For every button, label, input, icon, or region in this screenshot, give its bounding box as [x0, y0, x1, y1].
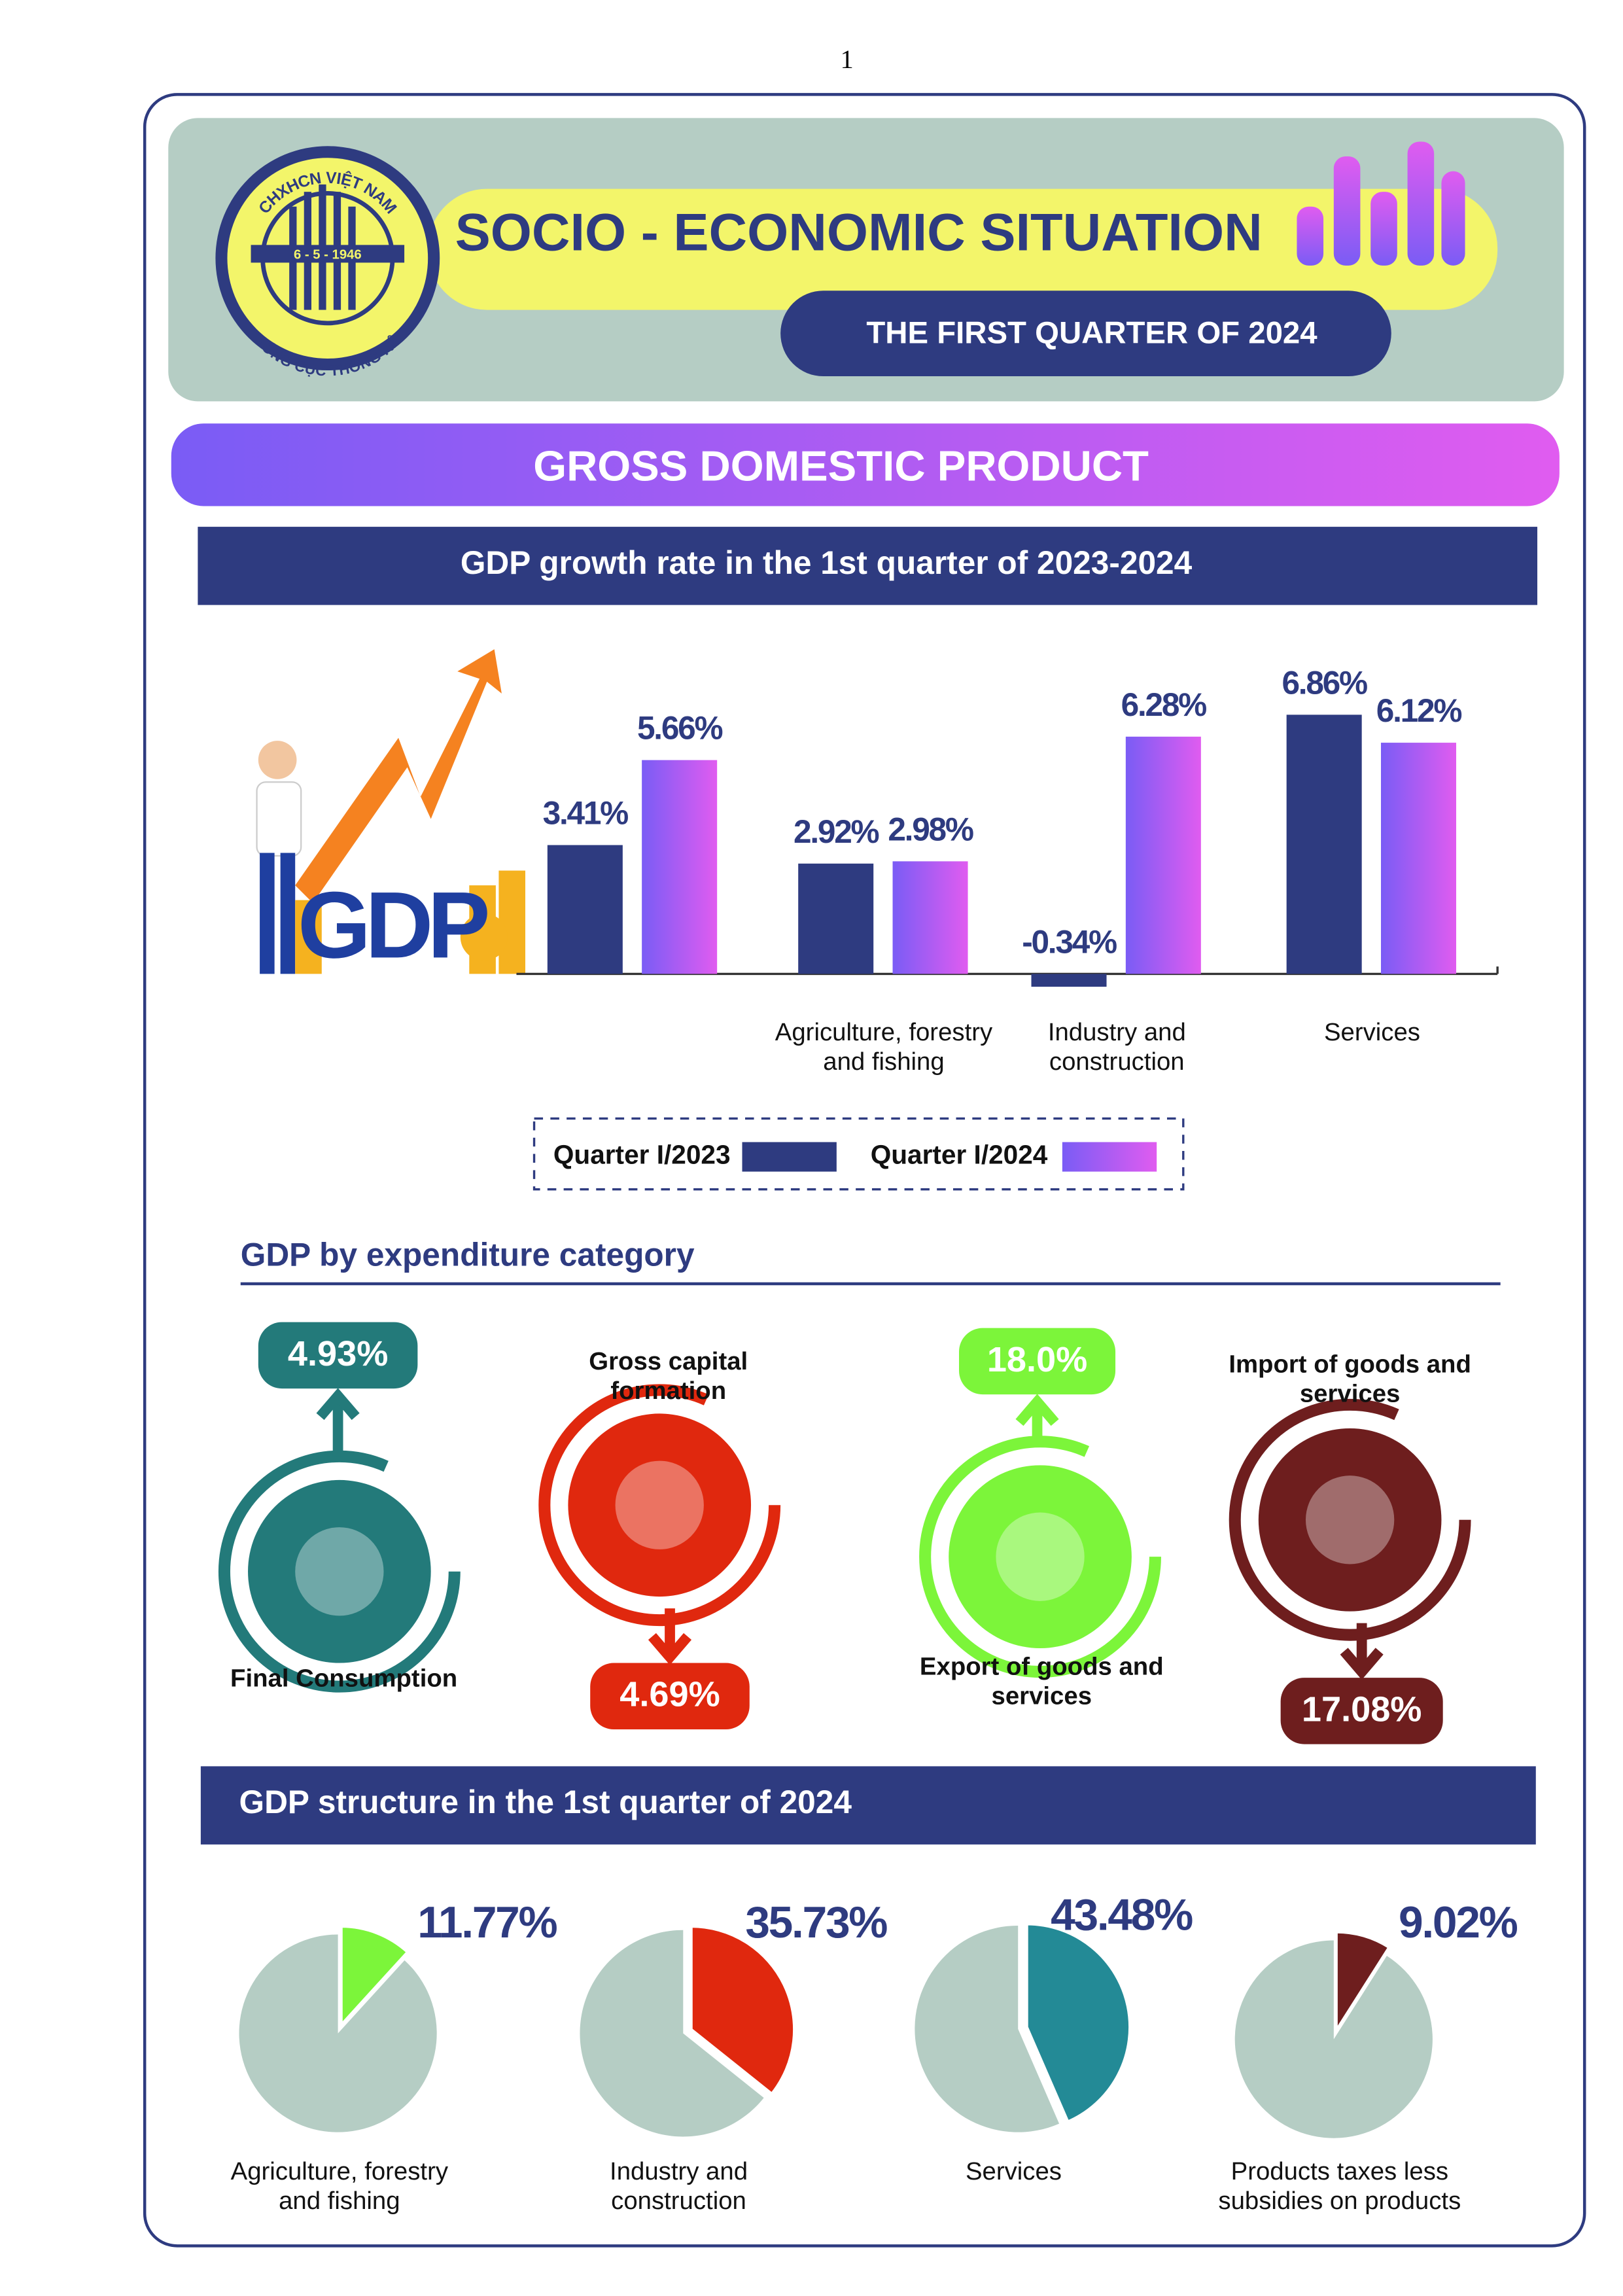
item-label-box: Final Consumption [230, 1664, 458, 1693]
structure-title: GDP structure in the 1st quarter of 2024 [239, 1784, 852, 1820]
pie-slice [1335, 1930, 1391, 2036]
pie-label: Agriculture, forestry and fishing [230, 2157, 449, 2216]
value-label: 4.93% [288, 1334, 388, 1373]
title-band [428, 188, 1498, 310]
logo: CHXHCN VIỆT NAM 6 - 5 - 1946 TỔNG CỤC TH… [215, 146, 440, 379]
arrow-head [648, 1633, 692, 1665]
value-label: 6.28% [1121, 686, 1207, 723]
subtitle-pill [780, 291, 1391, 377]
page-number: 1 [840, 44, 853, 74]
item-label-box: Import of goods and services [1229, 1350, 1471, 1409]
value-label: 2.98% [888, 811, 973, 847]
value-pill [959, 1328, 1116, 1395]
pie-label-box: Agriculture, forestry and fishing [230, 2157, 449, 2216]
bar [798, 863, 874, 974]
pie-slice [689, 1924, 796, 2096]
pie-label: Services [965, 2157, 1062, 2185]
chart-title-bar [198, 527, 1538, 605]
pie-rest [239, 1934, 437, 2132]
x-tick-label-box: Services [1323, 1018, 1420, 1046]
bar [1125, 736, 1201, 974]
item-label: Gross capital formation [589, 1347, 748, 1405]
page-border [143, 93, 1586, 2248]
section-heading: GDP by expenditure category [241, 1236, 695, 1273]
value-label: 18.0% [987, 1340, 1087, 1379]
icon-inner [996, 1512, 1085, 1601]
x-tick-label: Industry and construction [1047, 1018, 1186, 1076]
value-label: 9.02% [1399, 1898, 1518, 1947]
item-label-box: Export of goods and services [919, 1652, 1164, 1711]
decoration-bars [1297, 141, 1465, 266]
value-label: 3.41% [543, 795, 629, 832]
value-pill [258, 1322, 418, 1389]
arrow-head [316, 1388, 360, 1421]
legend-swatch [742, 1142, 837, 1172]
pie-rest [1234, 1940, 1433, 2138]
value-label: -0.34% [1022, 923, 1117, 960]
main-title: SOCIO - ECONOMIC SITUATION [455, 203, 1263, 262]
pie-slice [340, 1924, 410, 2029]
value-label: 35.73% [745, 1898, 887, 1947]
pie-label-box: Products taxes less subsidies on product… [1218, 2157, 1461, 2216]
subtitle: THE FIRST QUARTER OF 2024 [866, 315, 1318, 350]
legend-box [532, 1117, 1185, 1191]
value-label: 2.92% [794, 813, 879, 850]
x-tick-label: Agriculture, forestry and fishing [775, 1018, 993, 1076]
icon-disc [949, 1465, 1132, 1648]
icon-disc [248, 1479, 431, 1663]
legend-label: Quarter I/2023 [553, 1140, 731, 1170]
value-label: 6.86% [1282, 664, 1367, 701]
gdp-illustration: GDP [256, 649, 526, 978]
icon-inner [295, 1527, 384, 1616]
icon-inner [615, 1460, 704, 1549]
pie-slice [1025, 1922, 1132, 2124]
pie-label: Products taxes less subsidies on product… [1218, 2157, 1461, 2216]
value-label: 43.48% [1051, 1891, 1193, 1940]
pie-label-box: Industry and construction [610, 2157, 748, 2216]
pie-rest [915, 1925, 1060, 2132]
value-pill [1280, 1678, 1443, 1744]
value-label: 6.12% [1376, 692, 1462, 729]
section-pill [171, 423, 1560, 506]
arrow-head [1015, 1394, 1059, 1426]
bar [1286, 715, 1362, 974]
value-label: 5.66% [637, 710, 723, 747]
bar [892, 861, 968, 974]
pie-label: Industry and construction [610, 2157, 748, 2216]
icon-inner [1305, 1475, 1395, 1564]
illustration-text: GDP [298, 872, 487, 978]
icon-disc [568, 1413, 752, 1597]
legend-swatch [1062, 1142, 1157, 1172]
bar [642, 760, 718, 974]
item-label-box: Gross capital formation [589, 1347, 748, 1405]
x-tick-label-box: Agriculture, forestry and fishing [775, 1018, 993, 1076]
bar [1380, 743, 1456, 974]
pie-rest [580, 1930, 764, 2137]
value-label: 11.77% [417, 1898, 557, 1947]
section-title: GROSS DOMESTIC PRODUCT [533, 442, 1149, 489]
x-tick-label: Services [1323, 1018, 1420, 1046]
pie-label-box: Services [965, 2157, 1062, 2185]
item-label: Import of goods and services [1229, 1350, 1471, 1409]
value-pill [590, 1663, 750, 1730]
bar [1031, 974, 1107, 987]
legend-label: Quarter I/2024 [871, 1140, 1048, 1170]
logo-date: 6 - 5 - 1946 [294, 247, 362, 262]
x-tick-label-box: Industry and construction [1047, 1018, 1186, 1076]
value-label: 4.69% [620, 1675, 720, 1714]
chart-title: GDP growth rate in the 1st quarter of 20… [461, 544, 1193, 581]
bar [547, 845, 623, 974]
value-label: 17.08% [1302, 1689, 1422, 1729]
item-label: Final Consumption [230, 1664, 458, 1693]
item-label: Export of goods and services [919, 1652, 1164, 1711]
structure-title-bar [200, 1766, 1536, 1845]
ring [1229, 1398, 1471, 1641]
arrow-head [1340, 1648, 1384, 1680]
icon-disc [1258, 1428, 1442, 1612]
